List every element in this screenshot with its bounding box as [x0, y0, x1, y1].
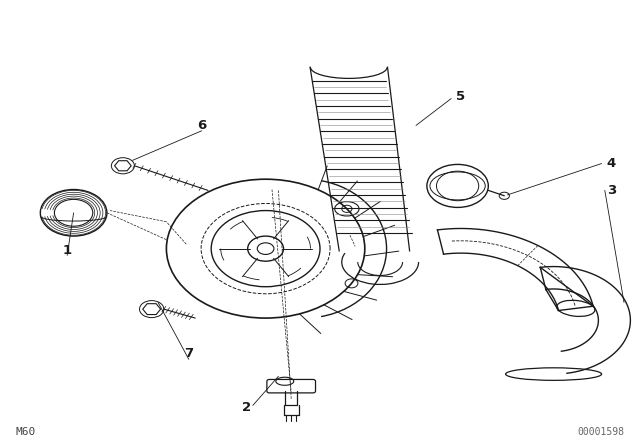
Text: 3: 3 — [607, 184, 616, 197]
Text: 6: 6 — [197, 119, 206, 132]
Text: 00001598: 00001598 — [577, 427, 624, 437]
Text: 5: 5 — [456, 90, 465, 103]
Text: 1: 1 — [63, 244, 72, 258]
Text: M60: M60 — [16, 427, 36, 437]
Text: 2: 2 — [242, 401, 251, 414]
Text: 4: 4 — [607, 157, 616, 170]
Text: 7: 7 — [184, 347, 193, 361]
